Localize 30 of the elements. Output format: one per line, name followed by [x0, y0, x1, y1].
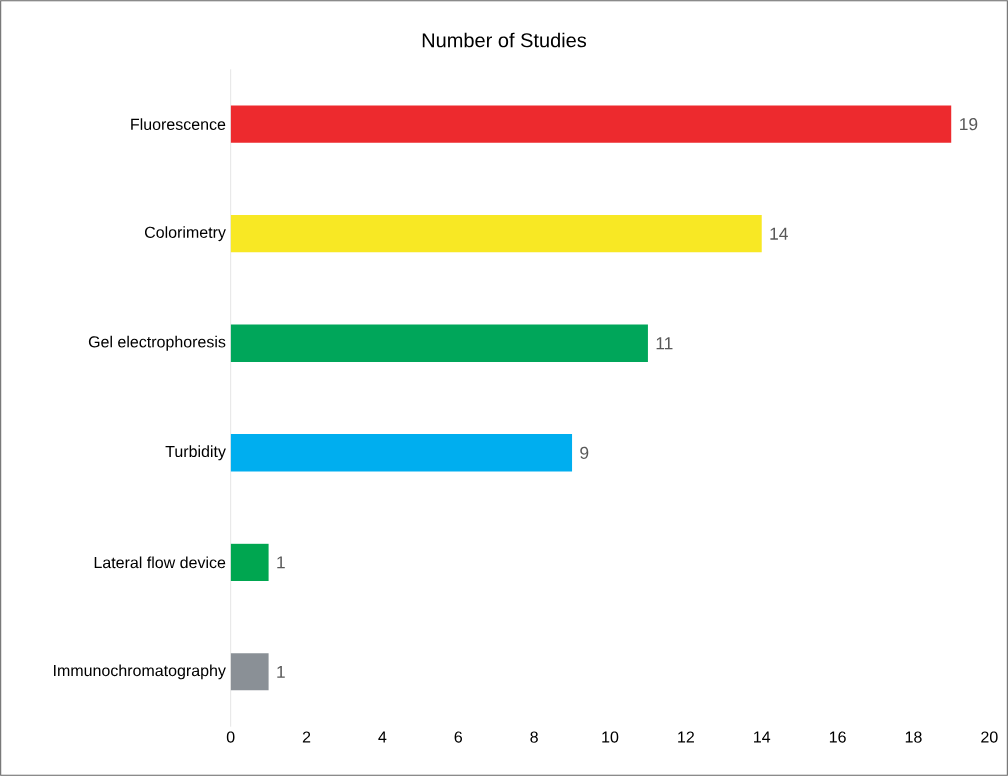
x-tick-label: 20 — [981, 731, 998, 743]
x-tick-label: 2 — [302, 731, 311, 743]
y-tick-label: Immunochromatography — [54, 664, 226, 680]
x-tick-label: 10 — [602, 731, 619, 743]
x-tick-label: 0 — [226, 731, 235, 743]
bar — [230, 324, 648, 362]
y-tick-label: Lateral flow device — [94, 556, 226, 569]
y-tick-label: Fluorescence — [131, 118, 226, 130]
data-label: 14 — [770, 227, 788, 240]
data-label: 19 — [960, 117, 978, 131]
y-tick-label: Turbidity — [165, 445, 226, 461]
x-tick-label: 6 — [454, 731, 463, 743]
y-tick-label: Colorimetry — [144, 226, 226, 242]
data-label: 11 — [656, 337, 673, 350]
x-tick-label: 14 — [754, 731, 771, 743]
x-tick-label: 4 — [378, 731, 387, 743]
x-tick-label: 18 — [905, 731, 922, 743]
x-tick-label: 16 — [829, 731, 846, 743]
y-tick-label: Gel electrophoresis — [88, 335, 226, 351]
data-label: 1 — [277, 556, 285, 569]
bar — [230, 653, 269, 691]
chart-title: Number of Studies — [422, 32, 587, 48]
x-tick-label: 12 — [678, 731, 694, 743]
bar — [230, 434, 573, 472]
data-label: 9 — [580, 446, 589, 459]
bar — [230, 215, 762, 253]
bar — [230, 105, 952, 143]
data-label: 1 — [277, 665, 285, 678]
x-tick-label: 8 — [530, 731, 538, 743]
bar — [230, 543, 269, 582]
